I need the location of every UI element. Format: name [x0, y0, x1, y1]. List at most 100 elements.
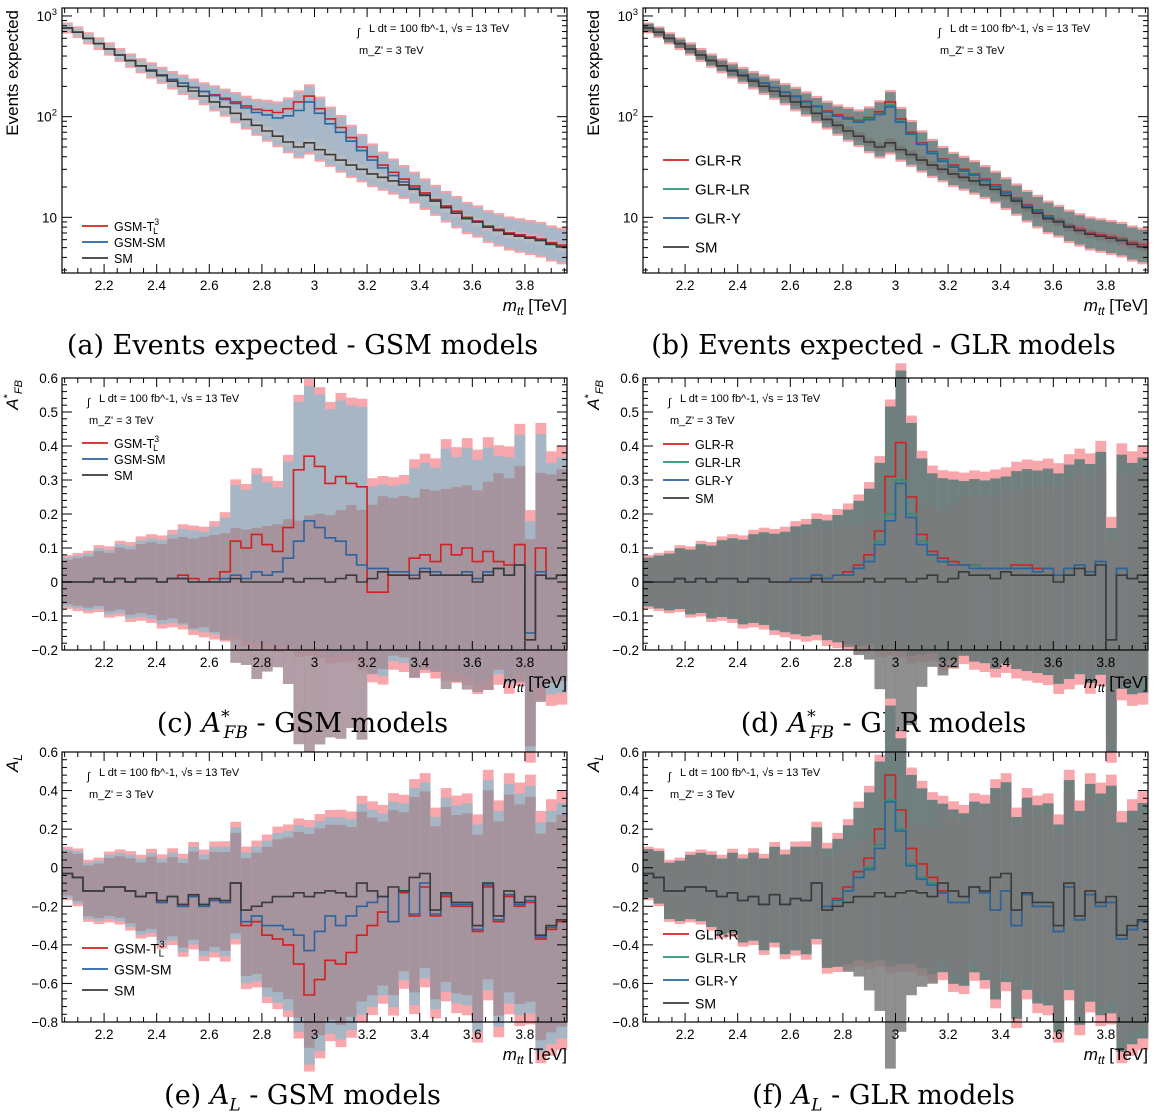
series-line-2 — [62, 27, 567, 248]
band-main — [800, 533, 812, 634]
x-tick-label: 3.6 — [463, 655, 482, 670]
legend-label-1: GLR-LR — [695, 456, 741, 470]
lumi-annotation: L dt = 100 fb^-1, √s = 13 TeV — [680, 393, 821, 405]
band-main — [261, 526, 273, 672]
band-mid — [293, 92, 305, 157]
band-mid — [314, 98, 326, 160]
band-main — [990, 797, 1002, 988]
band-main — [1053, 834, 1065, 1022]
band-main — [916, 824, 928, 987]
band-mid — [282, 99, 294, 152]
legend-label-2: SM — [114, 252, 133, 266]
plot-area — [62, 379, 568, 763]
band-main — [272, 524, 284, 668]
band-main — [1074, 473, 1086, 667]
band-main — [472, 490, 484, 693]
band-main — [335, 510, 347, 739]
y-axis-label: A*FB — [2, 380, 25, 411]
band-main — [209, 851, 221, 947]
x-tick-label: 3 — [892, 655, 900, 670]
band-main — [884, 834, 896, 1069]
x-tick-label: 2.4 — [147, 1027, 166, 1042]
band-main — [535, 472, 547, 703]
caption-d: (d) A*FB - GLR models — [740, 707, 1027, 744]
band-main — [958, 496, 970, 654]
integral-sign: ∫ — [667, 771, 672, 783]
series-line-3 — [643, 872, 1148, 936]
x-tick-label: 3.2 — [939, 655, 958, 670]
band-main — [293, 520, 305, 745]
band-main — [303, 834, 315, 1048]
plot-area — [643, 698, 1149, 1069]
band-main — [514, 466, 526, 683]
y-tick-label: 0.5 — [620, 405, 639, 420]
y-tick-label: −0.6 — [31, 976, 58, 991]
lumi-annotation: L dt = 100 fb^-1, √s = 13 TeV — [950, 23, 1091, 35]
y-tick-label: 10 — [42, 210, 57, 225]
band-main — [1137, 814, 1149, 1027]
x-tick-label: 2.2 — [95, 655, 114, 670]
band-main — [1126, 822, 1138, 1033]
band-mid — [251, 101, 263, 134]
x-tick-label: 2.6 — [200, 278, 219, 293]
band-main — [1042, 813, 1054, 996]
band-main — [367, 504, 378, 674]
integral-sign: ∫ — [667, 397, 672, 409]
band-main — [790, 534, 802, 633]
y-tick-label: −0.2 — [31, 899, 58, 914]
plot-area — [643, 22, 1149, 265]
x-tick-label: 2.6 — [781, 1027, 800, 1042]
x-tick-label: 3.4 — [410, 1027, 429, 1042]
legend-label-2: SM — [114, 982, 135, 998]
band-main — [493, 821, 505, 1016]
band-main — [874, 520, 886, 690]
band-main — [832, 527, 844, 643]
band-main — [482, 481, 494, 691]
y-tick-label: 0.2 — [620, 822, 639, 837]
band-mid — [895, 108, 907, 160]
legend-label-1: GLR-LR — [695, 182, 750, 199]
band-main — [293, 831, 305, 1018]
legend-label-2: GLR-Y — [695, 474, 734, 488]
band-mid — [884, 92, 896, 153]
x-tick-label: 3.4 — [410, 655, 429, 670]
legend-label-1: GSM-SM — [114, 236, 165, 250]
band-mid — [853, 111, 865, 146]
y-tick-label: 0 — [631, 861, 639, 876]
band-main — [440, 488, 452, 690]
band-main — [1116, 472, 1128, 684]
x-tick-label: 3.2 — [358, 278, 377, 293]
y-tick-label: 0.2 — [39, 822, 58, 837]
band-main — [388, 497, 399, 656]
legend-label-3: SM — [695, 240, 718, 257]
band-main — [430, 826, 442, 1000]
x-tick-label: 2.4 — [728, 278, 747, 293]
y-tick-label: −0.2 — [31, 643, 58, 658]
band-main — [1032, 487, 1044, 670]
band-main — [409, 797, 421, 993]
x-tick-label: 2.8 — [253, 1027, 272, 1042]
plot-area — [62, 22, 568, 265]
band-main — [198, 859, 210, 951]
y-tick-label: 0.4 — [39, 784, 58, 799]
band-main — [177, 862, 189, 948]
band-main — [188, 851, 200, 940]
x-tick-label: 2.8 — [253, 655, 272, 670]
x-tick-label: 3.4 — [410, 278, 429, 293]
band-main — [240, 529, 252, 665]
band-mid — [272, 103, 284, 146]
band-main — [1095, 466, 1107, 667]
y-axis-label: Events expected — [584, 10, 603, 136]
integral-sign: ∫ — [356, 27, 361, 39]
y-tick-label: 0.4 — [620, 439, 639, 454]
band-main — [419, 489, 431, 670]
band-main — [524, 796, 536, 1002]
band-mid — [346, 126, 357, 176]
band-mid — [356, 136, 368, 181]
band-main — [884, 515, 896, 734]
mass-annotation: m_Z' = 3 TeV — [670, 415, 735, 427]
legend-label-0: GSM-T3 L — [114, 434, 159, 453]
